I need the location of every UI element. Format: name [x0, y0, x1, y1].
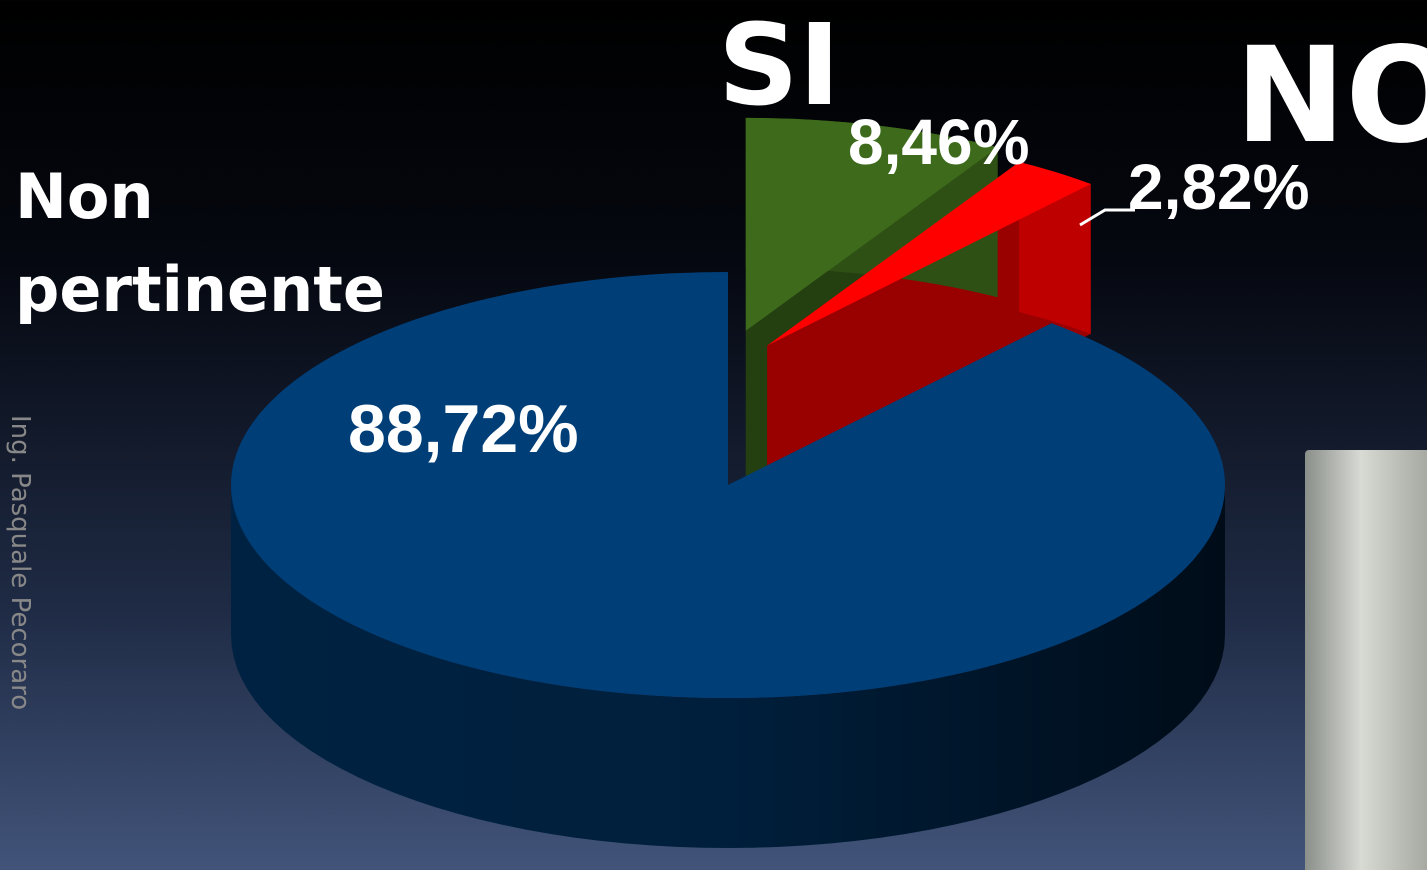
photo: [1305, 450, 1427, 870]
slice-face: [767, 183, 1091, 496]
category-label: NO: [1235, 19, 1427, 173]
leader-line: [1079, 208, 1135, 227]
value-label: 8,46%: [848, 106, 1030, 178]
value-label: 88,72%: [348, 391, 579, 467]
slice: [745, 117, 998, 331]
category-label: Non pertinente: [15, 160, 385, 326]
slice-side: [231, 485, 1225, 848]
category-label: SI: [718, 1, 841, 131]
value-label: 2,82%: [1128, 151, 1310, 223]
slice: [767, 162, 1091, 346]
slice: [230, 272, 1225, 699]
